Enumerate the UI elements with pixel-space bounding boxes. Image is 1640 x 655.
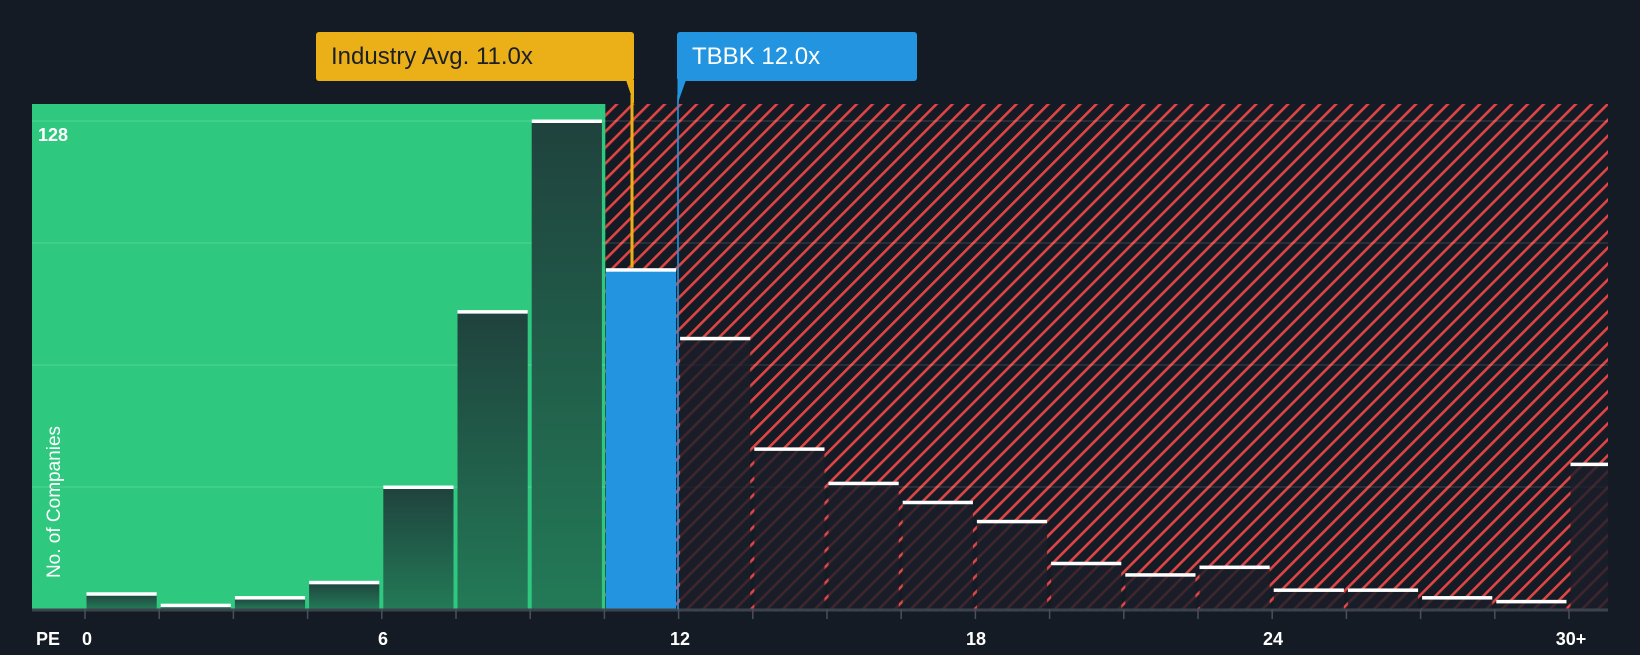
histogram-bar — [680, 338, 751, 609]
x-axis-title: PE — [36, 629, 61, 649]
histogram-bar — [1496, 601, 1567, 609]
y-axis-title: No. of Companies — [44, 425, 65, 579]
company-pointer — [677, 80, 686, 104]
histogram-bar — [1347, 589, 1419, 609]
bar-cap — [1570, 462, 1608, 467]
histogram-bar — [902, 502, 973, 609]
histogram-bar — [828, 483, 899, 609]
bar-cap — [1422, 596, 1493, 600]
histogram-bar — [976, 521, 1048, 609]
histogram-bar — [1199, 567, 1270, 609]
bar-cap — [1347, 588, 1419, 592]
histogram-bar — [86, 593, 157, 609]
histogram-bar — [531, 121, 602, 609]
bar-cap — [383, 485, 454, 489]
bar-cap — [605, 268, 677, 272]
bar-cap — [1496, 599, 1567, 604]
bar-cap — [160, 603, 231, 608]
bar-cap — [531, 119, 602, 123]
bar-cap — [1125, 573, 1196, 577]
histogram-bar — [754, 448, 825, 609]
bar-cap — [86, 592, 157, 596]
bar-cap — [1051, 561, 1122, 566]
bar-cap — [976, 519, 1048, 524]
x-tick-label: 24 — [1262, 629, 1284, 649]
bar-cap — [1273, 588, 1344, 592]
histogram-bar — [309, 582, 380, 609]
bar-cap — [828, 481, 899, 486]
x-tick-label: 0 — [81, 629, 93, 649]
x-tick-label: 6 — [377, 629, 389, 649]
x-tick-label: 18 — [965, 629, 987, 649]
bar-cap — [1199, 565, 1270, 570]
industry-average-label: Industry Avg. 11.0x — [316, 32, 634, 81]
company-pe-label: TBBK 12.0x — [677, 32, 917, 81]
histogram-bar — [234, 597, 306, 609]
histogram-bar — [1125, 574, 1196, 609]
histogram-bar — [383, 487, 454, 609]
histogram-bar — [1273, 589, 1344, 609]
histogram-bar — [1570, 464, 1608, 609]
bar-cap — [902, 500, 973, 505]
y-axis-max-label: 128 — [38, 125, 69, 145]
histogram-bar — [1051, 563, 1122, 609]
histogram-bar — [1422, 597, 1493, 609]
x-tick-label: 12 — [669, 629, 691, 649]
bar-cap — [309, 580, 380, 585]
x-tick-label: 30+ — [1555, 629, 1587, 649]
histogram-bar — [605, 269, 677, 609]
bar-cap — [754, 447, 825, 451]
bar-cap — [457, 310, 528, 314]
industry-pointer — [626, 80, 634, 104]
bar-cap — [234, 596, 306, 600]
bar-cap — [680, 336, 751, 341]
histogram-bar — [457, 311, 528, 609]
